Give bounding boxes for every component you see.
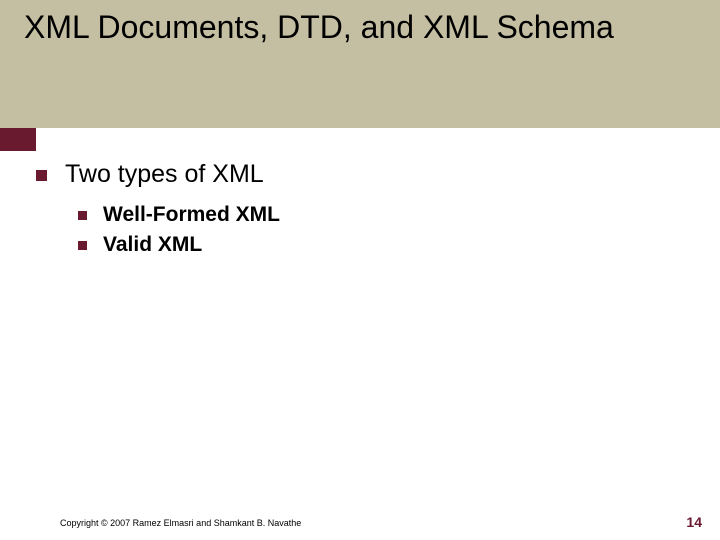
title-region: XML Documents, DTD, and XML Schema <box>0 0 720 128</box>
square-bullet-icon <box>36 170 47 181</box>
accent-stripe-left <box>0 128 36 151</box>
slide-title: XML Documents, DTD, and XML Schema <box>24 10 696 46</box>
slide: XML Documents, DTD, and XML Schema Two t… <box>0 0 720 540</box>
square-bullet-icon <box>78 241 87 250</box>
list-item: Well-Formed XML <box>78 203 686 227</box>
list-item: Valid XML <box>78 233 686 257</box>
footer: Copyright © 2007 Ramez Elmasri and Shamk… <box>0 508 720 540</box>
list-item-text: Valid XML <box>103 233 202 257</box>
list-item-text: Well-Formed XML <box>103 203 280 227</box>
copyright-text: Copyright © 2007 Ramez Elmasri and Shamk… <box>60 518 301 528</box>
accent-stripe <box>0 128 720 151</box>
square-bullet-icon <box>78 211 87 220</box>
list-item-text: Two types of XML <box>65 160 264 189</box>
list-item: Two types of XML <box>36 160 686 189</box>
accent-stripe-right <box>36 128 720 151</box>
page-number: 14 <box>686 514 702 530</box>
content-body: Two types of XML Well-Formed XML Valid X… <box>36 160 686 263</box>
